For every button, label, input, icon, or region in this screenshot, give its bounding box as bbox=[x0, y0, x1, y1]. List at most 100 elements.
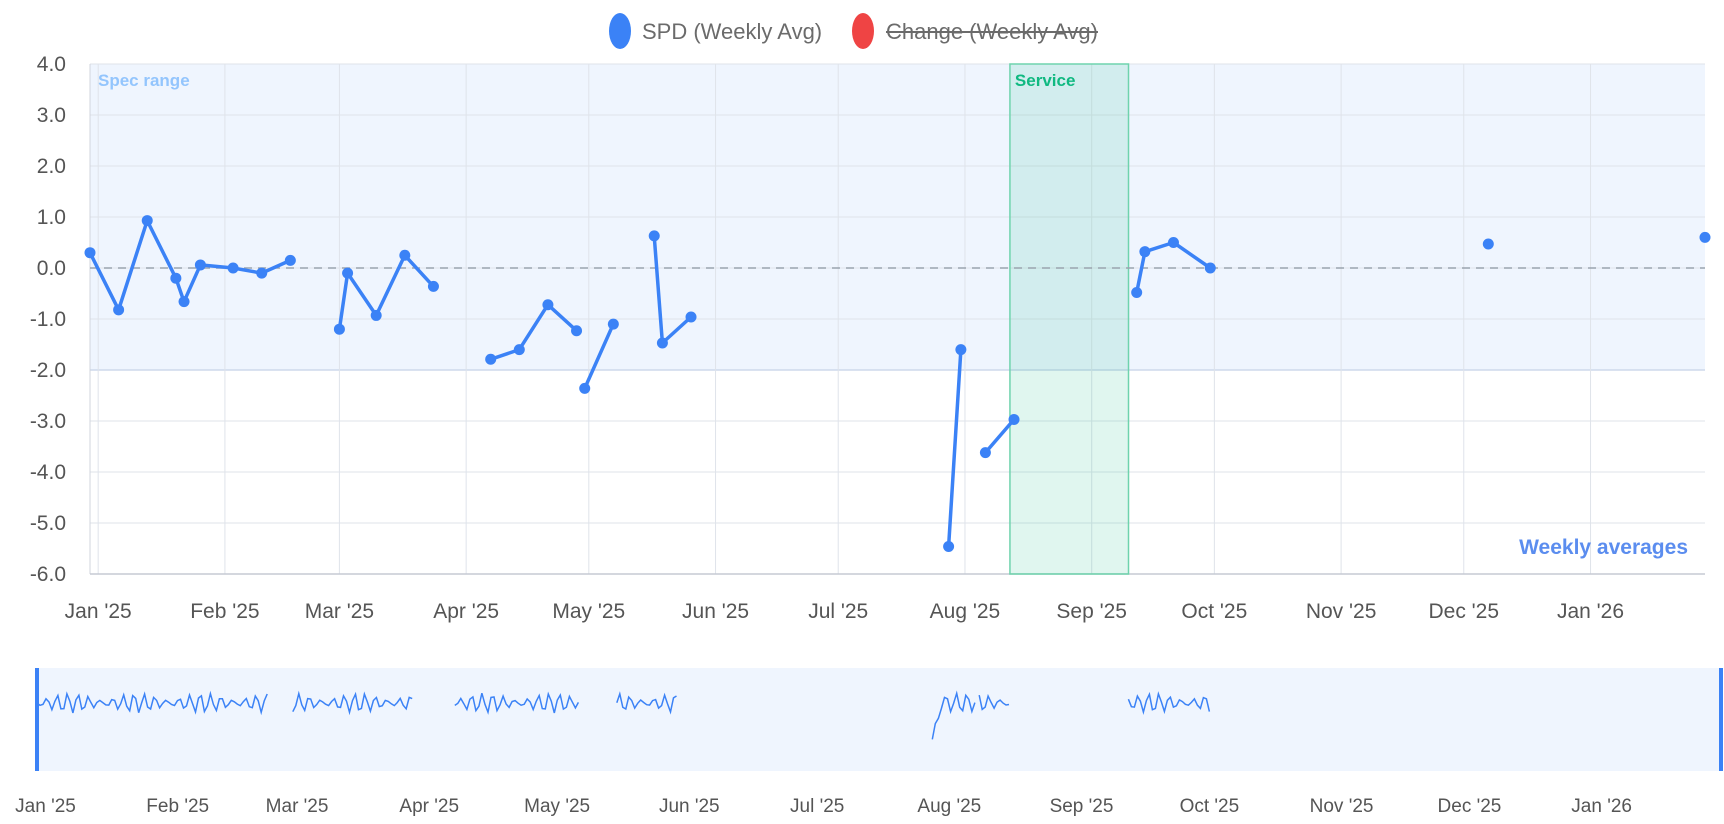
navigator-tick-label: Jan '26 bbox=[1571, 796, 1632, 817]
spec-range-label: Spec range bbox=[98, 71, 190, 90]
data-point[interactable] bbox=[178, 296, 190, 308]
data-point[interactable] bbox=[571, 325, 583, 337]
legend-marker-1 bbox=[609, 13, 631, 49]
y-tick-label: -2.0 bbox=[30, 359, 66, 382]
data-point[interactable] bbox=[1139, 246, 1151, 258]
data-point[interactable] bbox=[1008, 413, 1020, 425]
series-spd bbox=[84, 215, 1711, 552]
data-point[interactable] bbox=[579, 382, 591, 394]
y-tick-label: 0.0 bbox=[37, 257, 66, 280]
data-point[interactable] bbox=[1167, 237, 1179, 248]
data-point[interactable] bbox=[485, 353, 497, 365]
data-point[interactable] bbox=[84, 247, 96, 259]
navigator-series-line bbox=[1127, 691, 1211, 715]
data-point[interactable] bbox=[227, 262, 239, 274]
navigator-tick-label: Dec '25 bbox=[1438, 796, 1502, 817]
navigator-series-line bbox=[931, 690, 976, 740]
series-line-segment bbox=[582, 322, 616, 391]
data-point[interactable] bbox=[542, 299, 554, 311]
navigator-series-line bbox=[454, 691, 580, 715]
y-tick-label: -4.0 bbox=[30, 461, 66, 484]
service-label: Service bbox=[1015, 71, 1076, 90]
series-line-segment bbox=[1134, 240, 1213, 295]
data-point[interactable] bbox=[284, 254, 296, 266]
data-point[interactable] bbox=[955, 344, 967, 356]
navigator-handle-left[interactable] bbox=[35, 668, 39, 771]
navigator-tick-label: Feb '25 bbox=[146, 796, 209, 817]
navigator-series-line bbox=[36, 690, 268, 716]
data-point[interactable] bbox=[979, 447, 991, 459]
x-tick-label: Jul '25 bbox=[808, 600, 868, 623]
data-point[interactable] bbox=[370, 309, 382, 321]
x-tick-label: Aug '25 bbox=[930, 600, 1001, 623]
navigator-tick-label: Oct '25 bbox=[1180, 796, 1240, 817]
y-tick-label: -1.0 bbox=[30, 308, 66, 331]
data-point[interactable] bbox=[513, 344, 525, 356]
data-point[interactable] bbox=[170, 272, 182, 284]
y-tick-label: -3.0 bbox=[30, 410, 66, 433]
data-point[interactable] bbox=[333, 323, 345, 335]
x-tick-label: Mar '25 bbox=[305, 600, 374, 623]
x-tick-label: Dec '25 bbox=[1428, 600, 1499, 623]
y-axis: 4.0 3.0 2.0 1.0 0.0 -1.0 -2.0 -3.0 -4.0 -5.0 -6.0 bbox=[30, 53, 66, 586]
weekly-averages-label: Weekly averages bbox=[1519, 536, 1688, 559]
data-point[interactable] bbox=[1482, 238, 1494, 250]
y-tick-label: -5.0 bbox=[30, 512, 66, 535]
navigator-x-axis: Jan '25 Feb '25 Mar '25 Apr '25 May '25 Jun '… bbox=[15, 796, 1632, 817]
legend: SPD (Weekly Avg) Change (Weekly Avg) bbox=[609, 13, 1098, 49]
data-point[interactable] bbox=[943, 540, 955, 552]
legend-label-1[interactable]: SPD (Weekly Avg) bbox=[642, 19, 822, 44]
navigator-tick-label: Jul '25 bbox=[790, 796, 844, 817]
service-band: Service bbox=[1009, 63, 1130, 575]
data-point[interactable] bbox=[141, 215, 153, 227]
y-tick-label: 4.0 bbox=[37, 53, 66, 76]
data-point[interactable] bbox=[256, 267, 268, 279]
navigator-series-line bbox=[292, 690, 413, 716]
data-point[interactable] bbox=[427, 280, 439, 292]
grid bbox=[89, 63, 1705, 575]
y-tick-label: -6.0 bbox=[30, 563, 66, 586]
navigator-tick-label: Jan '25 bbox=[15, 796, 76, 817]
navigator-tick-label: Sep '25 bbox=[1050, 796, 1114, 817]
navigator-handle-right[interactable] bbox=[1719, 668, 1723, 771]
data-point[interactable] bbox=[685, 311, 697, 323]
legend-marker-2 bbox=[852, 13, 874, 49]
x-tick-label: Apr '25 bbox=[433, 600, 499, 623]
y-tick-label: 1.0 bbox=[37, 206, 66, 229]
x-tick-label: May '25 bbox=[552, 600, 625, 623]
data-point[interactable] bbox=[113, 304, 125, 316]
x-tick-label: Jun '25 bbox=[682, 600, 749, 623]
data-point[interactable] bbox=[1204, 262, 1216, 274]
x-tick-label: Feb '25 bbox=[190, 600, 259, 623]
series-line-segment bbox=[983, 417, 1016, 455]
data-point[interactable] bbox=[648, 230, 660, 242]
series-line-segment bbox=[488, 302, 579, 362]
navigator-series-line bbox=[978, 693, 1010, 711]
series-line-segment bbox=[946, 347, 963, 549]
navigator-tick-label: Jun '25 bbox=[659, 796, 720, 817]
y-tick-label: 2.0 bbox=[37, 155, 66, 178]
navigator-tick-label: Apr '25 bbox=[399, 796, 459, 817]
data-point[interactable] bbox=[607, 318, 619, 330]
x-axis: Jan '25 Feb '25 Mar '25 Apr '25 May '25 Jun '… bbox=[65, 600, 1624, 623]
navigator-tick-label: Mar '25 bbox=[266, 796, 329, 817]
x-tick-label: Oct '25 bbox=[1181, 600, 1247, 623]
x-tick-label: Jan '25 bbox=[65, 600, 132, 623]
navigator-tick-label: Aug '25 bbox=[917, 796, 981, 817]
data-point[interactable] bbox=[1699, 231, 1711, 243]
y-tick-label: 3.0 bbox=[37, 104, 66, 127]
navigator-tick-label: May '25 bbox=[524, 796, 590, 817]
x-tick-label: Jan '26 bbox=[1557, 600, 1624, 623]
data-point[interactable] bbox=[1131, 286, 1143, 298]
x-tick-label: Nov '25 bbox=[1306, 600, 1377, 623]
navigator-background bbox=[37, 668, 1721, 771]
data-point[interactable] bbox=[194, 259, 206, 271]
service-fill bbox=[1009, 63, 1130, 575]
data-point[interactable] bbox=[399, 249, 411, 261]
navigator[interactable] bbox=[35, 668, 1723, 771]
navigator-series-line bbox=[616, 691, 677, 715]
data-point[interactable] bbox=[656, 337, 668, 349]
navigator-tick-label: Nov '25 bbox=[1310, 796, 1374, 817]
data-point[interactable] bbox=[342, 267, 354, 279]
